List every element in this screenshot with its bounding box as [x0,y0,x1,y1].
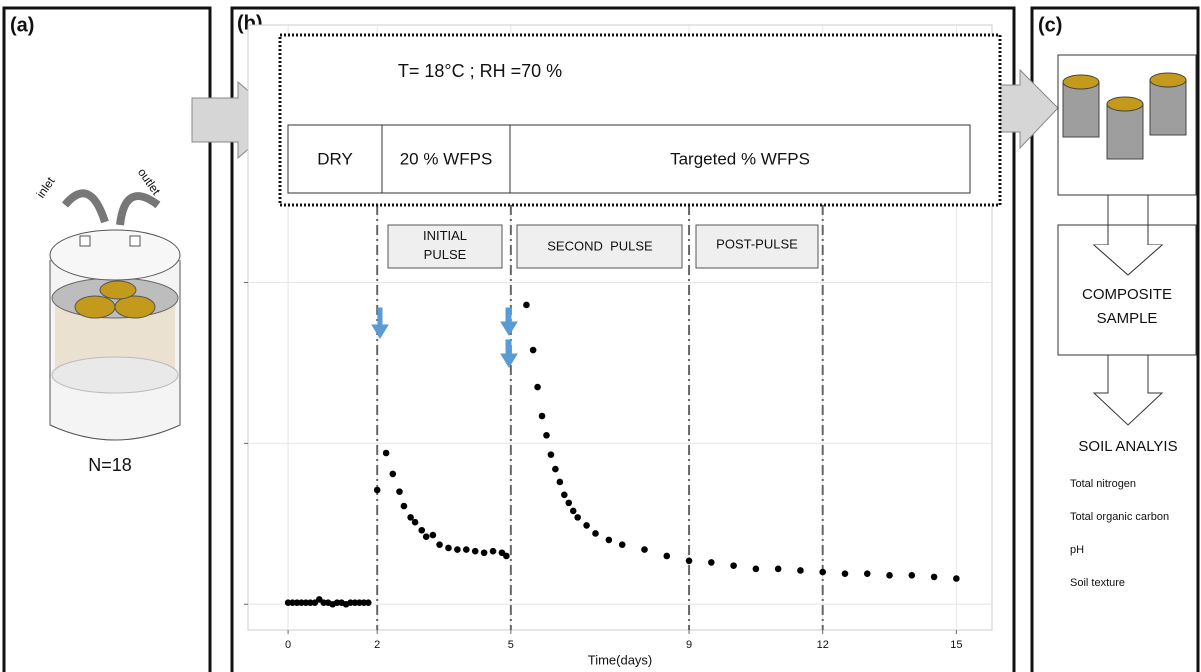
data-point [422,533,430,540]
pulse-arrows [371,307,518,368]
moisture-label: 20 % WFPS [400,149,493,168]
data-point [930,573,938,581]
data-point [454,546,461,553]
data-point [565,499,573,507]
data-point [752,565,760,573]
data-point [774,565,782,573]
data-point [552,465,559,473]
data-point [523,301,530,309]
data-point [886,571,893,579]
data-point [529,346,537,354]
inlet-label: inlet [34,174,58,201]
data-point [547,451,555,458]
panel-label: (c) [1038,14,1062,36]
analysis-item: Soil texture [1070,577,1125,589]
data-point [641,546,648,553]
data-point [708,559,715,566]
analysis-item: Total organic carbon [1070,511,1169,523]
data-point [556,478,564,486]
data-point [489,547,497,555]
x-tick-label: 9 [686,639,692,651]
data-point [953,575,960,582]
panel-c-frame [1030,6,1200,672]
analysis-title: SOIL ANALYIS [1078,438,1177,455]
data-point [373,486,381,494]
data-point [407,514,414,521]
data-point [364,599,372,606]
data-point [534,383,541,391]
data-point [618,541,626,549]
phase-label: PULSE [424,247,467,262]
phase-box [516,224,683,269]
data-point [480,549,488,557]
data-point [663,552,671,560]
data-point [592,530,599,537]
x-tick-label: 0 [285,639,291,651]
data-point [863,570,871,577]
data-point [503,552,510,560]
x-tick-label: 2 [374,639,380,651]
data-point [908,571,916,579]
moisture-label: DRY [317,149,353,168]
composite-label: COMPOSITE [1082,286,1172,303]
data-point [797,567,804,574]
data-point [819,568,827,576]
panel-label: (a) [10,14,34,36]
moisture-label: Targeted % WFPS [670,149,810,168]
data-point [543,432,550,439]
data-point [436,541,443,549]
data-point [445,544,452,552]
cores [1062,72,1187,160]
analysis-item: Total nitrogen [1070,478,1136,490]
phase-label: INITIAL [423,228,467,243]
phase-box [695,224,819,269]
data-point [685,557,693,565]
data-point [574,514,581,521]
data-point [400,502,408,510]
count-label: N=18 [88,455,132,475]
panel-b-frame [230,6,1016,672]
x-axis-label: Time(days) [588,652,653,667]
data-point [418,526,426,534]
data-point [429,531,437,539]
data-point [396,488,403,495]
x-tick-label: 15 [950,639,962,651]
data-point [462,546,470,553]
phase-label: POST-PULSE [716,236,798,251]
data-point [605,536,613,544]
jar-illustration [49,189,181,441]
data-point [561,491,568,499]
composite-label: COMPOSITE SAMPLE [1082,286,1172,327]
data-point [411,518,419,526]
down-arrow [1093,244,1163,276]
data-point [583,522,590,529]
conditions-text: T= 18°C ; RH =70 % [398,61,562,81]
data-point [569,507,577,515]
phase-label: SECOND PULSE [547,238,653,253]
analysis-item: pH [1070,544,1084,556]
x-tick-label: 12 [817,639,829,651]
data-point [730,562,737,569]
panel-a-frame [2,6,212,672]
moisture-box [287,124,971,194]
data-point [389,470,397,478]
phase-label: INITIAL PULSE [423,228,467,262]
data-point [471,547,479,555]
data-point [841,570,849,577]
data-point [538,412,546,420]
x-tick-label: 5 [508,639,514,651]
down-arrow [1092,354,1164,426]
data-point [382,449,390,457]
composite-label: SAMPLE [1097,310,1158,327]
phase-box [387,224,503,269]
